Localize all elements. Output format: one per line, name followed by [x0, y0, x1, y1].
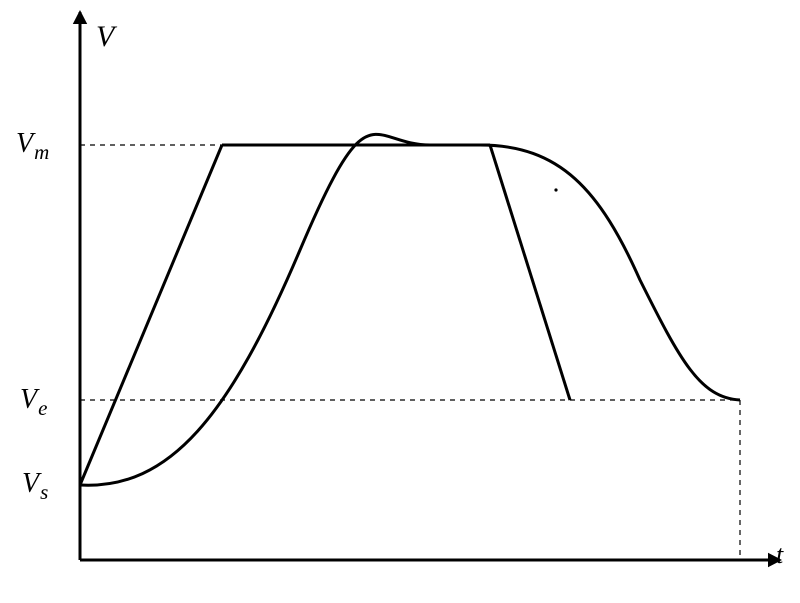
ve-tick-label: Ve: [20, 384, 47, 421]
x-axis-label: t: [776, 540, 784, 575]
y-axis-label: V: [96, 20, 115, 59]
vs-sub: s: [40, 480, 48, 504]
y-axis-arrow-icon: [73, 10, 87, 24]
vm-sub: m: [34, 140, 49, 164]
vs-tick-label: Vs: [22, 468, 48, 505]
trapezoid-rise: [80, 145, 222, 485]
x-axis-label-main: t: [776, 540, 783, 569]
ve-main: V: [20, 384, 37, 415]
s-curve-profile: [80, 134, 740, 485]
ve-sub: e: [38, 396, 47, 420]
stray-dot: [554, 188, 557, 191]
y-axis-label-main: V: [96, 20, 114, 53]
vm-main: V: [16, 128, 33, 159]
trapezoid-fall: [490, 145, 570, 400]
vm-tick-label: Vm: [16, 128, 49, 165]
diagram-stage: V t Vm Ve Vs: [0, 0, 800, 603]
velocity-profile-diagram: [0, 0, 800, 603]
vs-main: V: [22, 468, 39, 499]
